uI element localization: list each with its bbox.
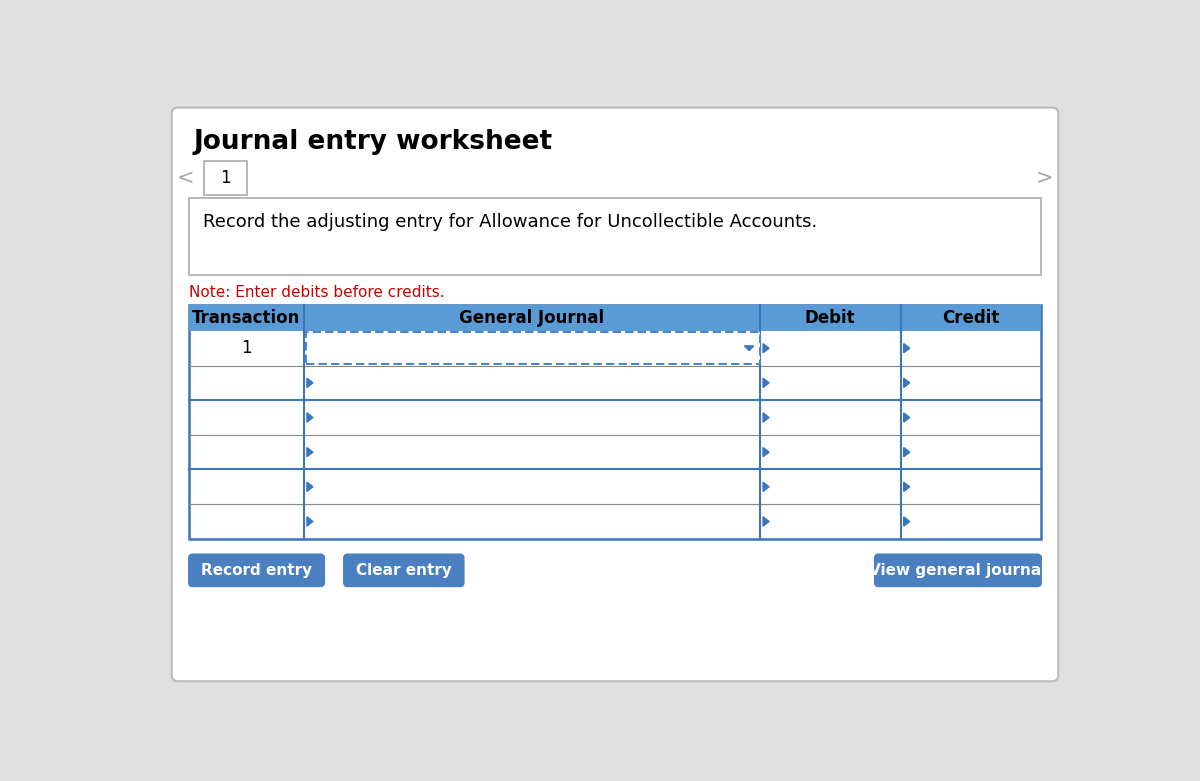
Polygon shape <box>763 517 769 526</box>
Polygon shape <box>744 346 754 351</box>
Bar <box>306 333 760 364</box>
Polygon shape <box>307 413 313 422</box>
Polygon shape <box>763 413 769 422</box>
Bar <box>204 161 247 194</box>
Polygon shape <box>307 517 313 526</box>
Polygon shape <box>763 448 769 457</box>
FancyBboxPatch shape <box>875 555 1042 587</box>
Polygon shape <box>307 378 313 387</box>
Polygon shape <box>904 448 910 457</box>
Polygon shape <box>763 344 769 353</box>
Polygon shape <box>904 378 910 387</box>
Polygon shape <box>763 378 769 387</box>
Text: View general journal: View general journal <box>869 563 1046 578</box>
Text: Record the adjusting entry for Allowance for Uncollectible Accounts.: Record the adjusting entry for Allowance… <box>203 212 817 230</box>
FancyBboxPatch shape <box>343 555 464 587</box>
Polygon shape <box>307 448 313 457</box>
Text: 1: 1 <box>221 169 230 187</box>
Text: Record entry: Record entry <box>202 563 312 578</box>
Polygon shape <box>904 482 910 491</box>
Text: Credit: Credit <box>942 308 1000 326</box>
FancyBboxPatch shape <box>172 108 1058 681</box>
Text: 1: 1 <box>241 339 252 357</box>
Bar <box>188 305 1042 331</box>
Polygon shape <box>904 413 910 422</box>
Text: General Journal: General Journal <box>460 308 605 326</box>
Polygon shape <box>904 344 910 353</box>
Text: Journal entry worksheet: Journal entry worksheet <box>193 129 552 155</box>
Text: Note: Enter debits before credits.: Note: Enter debits before credits. <box>188 285 444 300</box>
Text: Debit: Debit <box>805 308 856 326</box>
Text: >: > <box>1036 168 1054 187</box>
Polygon shape <box>763 482 769 491</box>
FancyBboxPatch shape <box>188 555 324 587</box>
Bar <box>188 198 1042 276</box>
Text: <: < <box>176 168 194 187</box>
Text: Transaction: Transaction <box>192 308 300 326</box>
Bar <box>188 305 1042 539</box>
Text: Clear entry: Clear entry <box>356 563 451 578</box>
Polygon shape <box>904 517 910 526</box>
Polygon shape <box>307 482 313 491</box>
